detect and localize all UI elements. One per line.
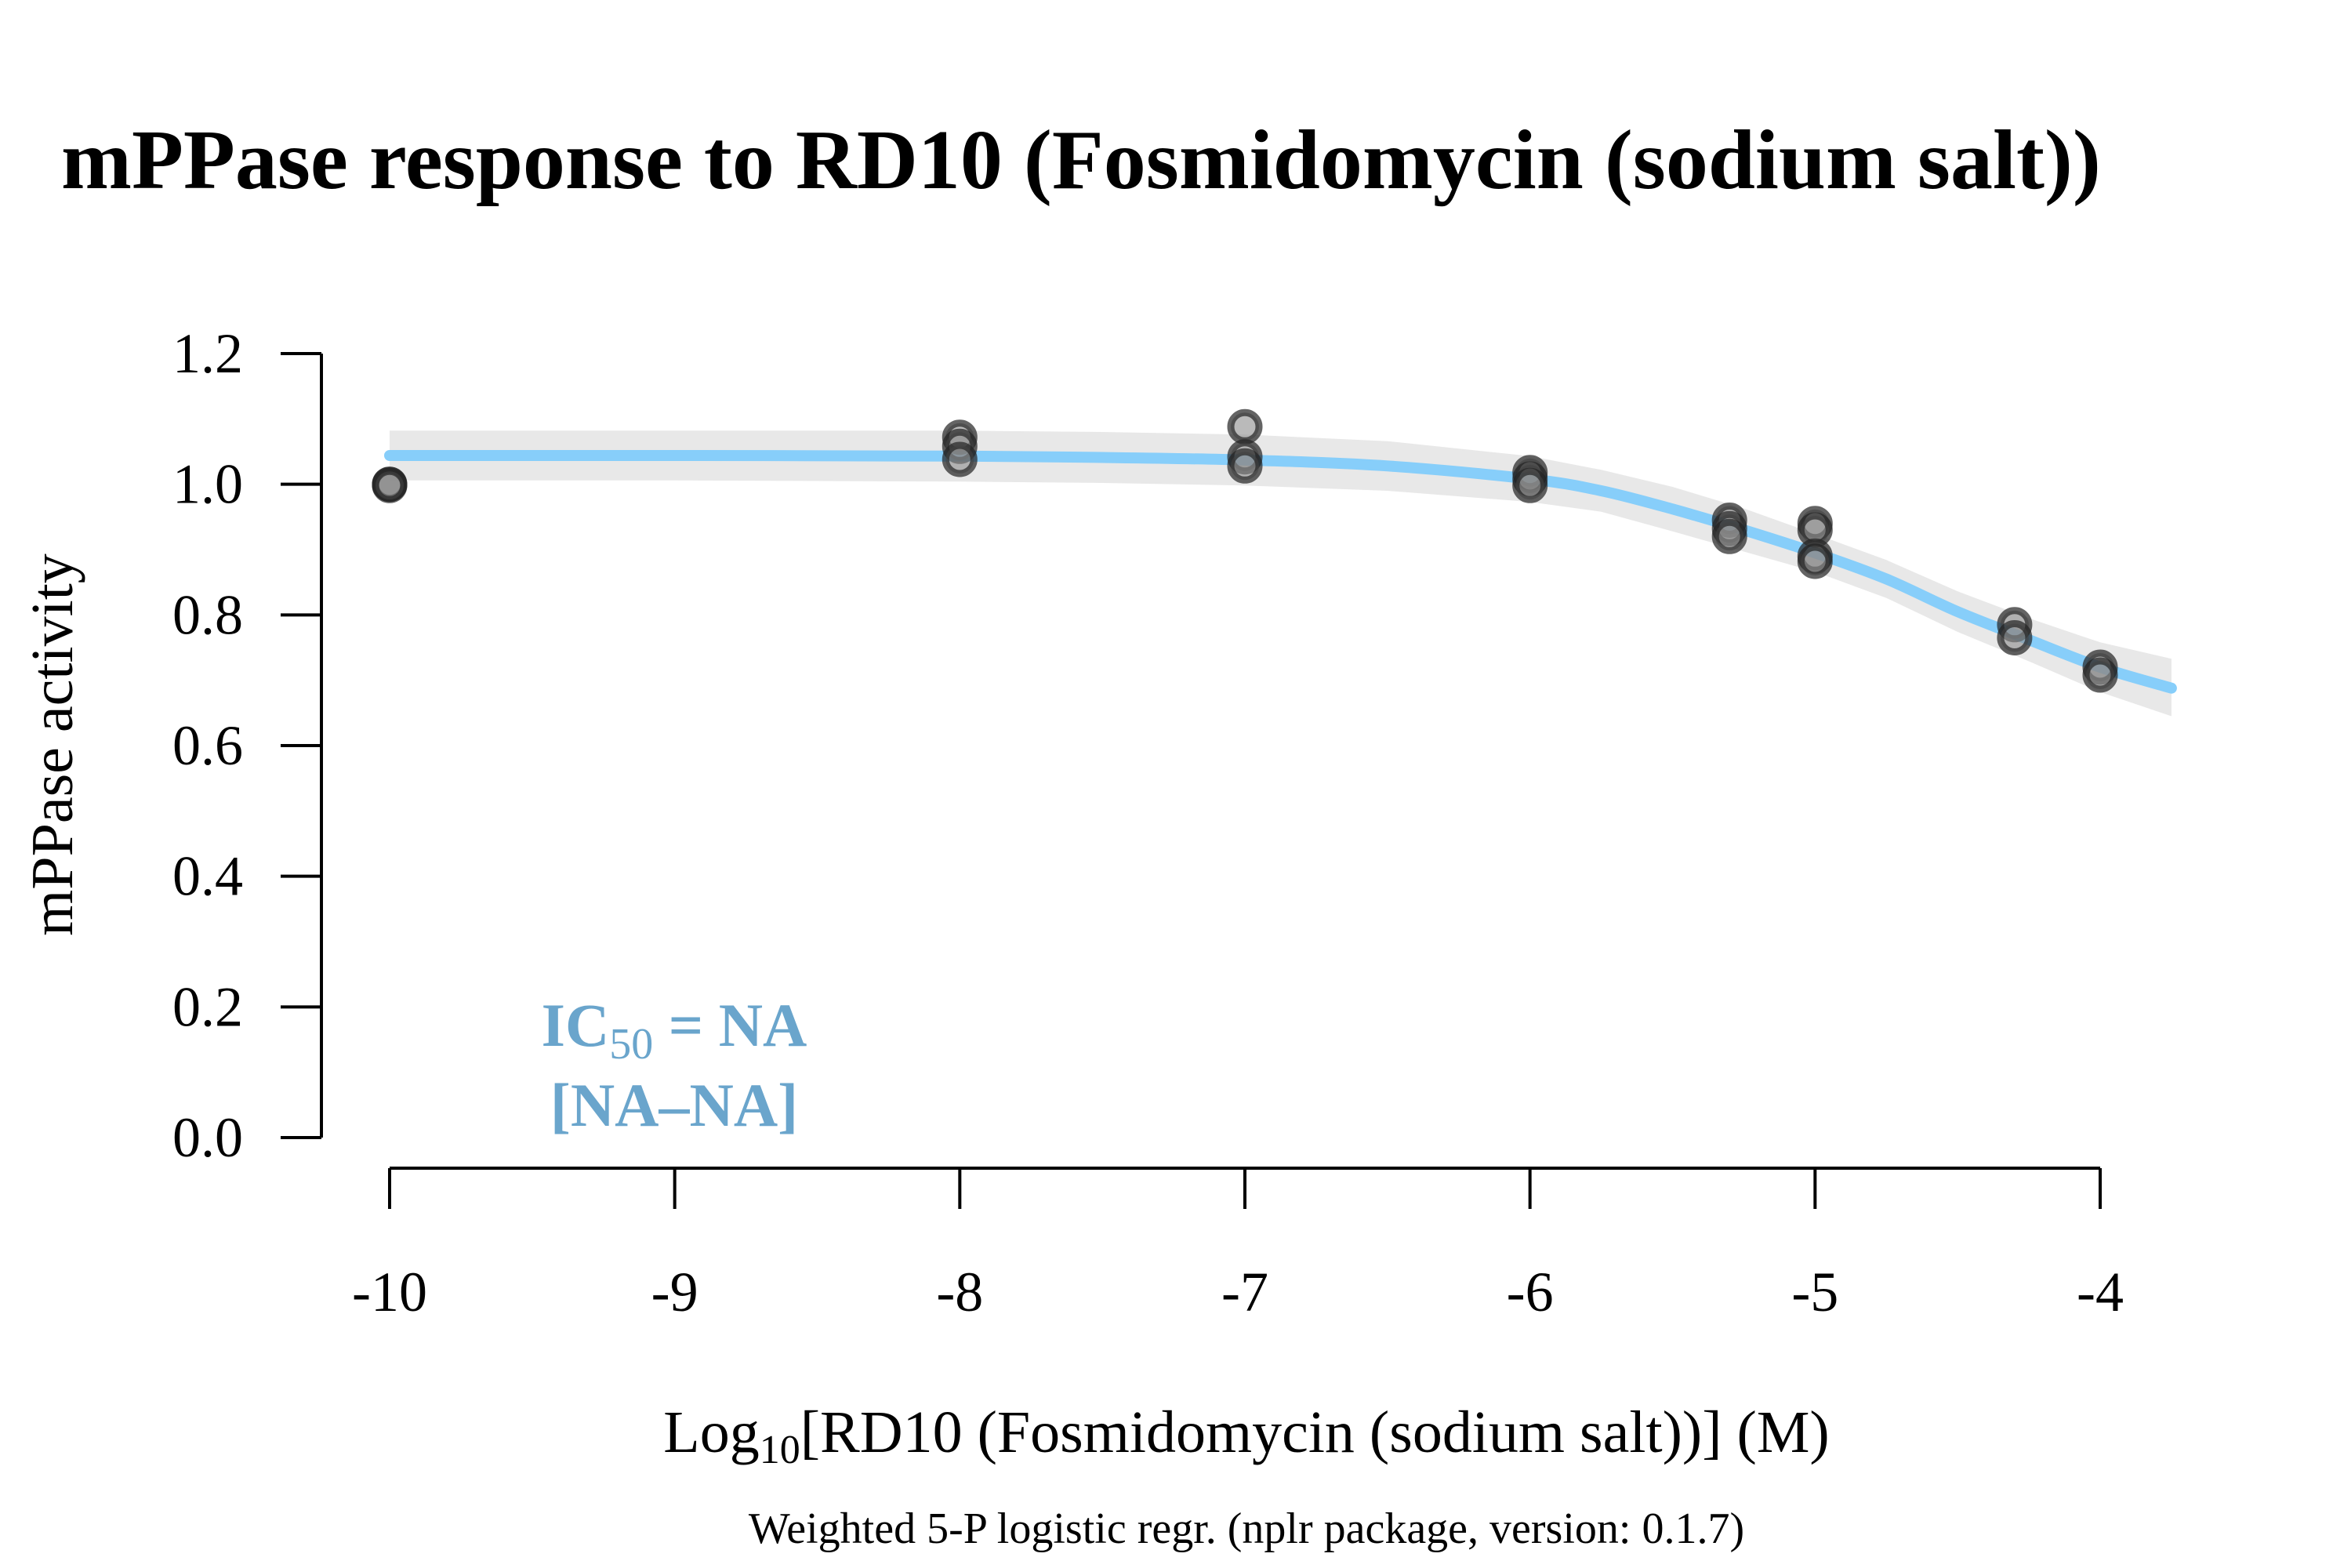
data-point xyxy=(942,441,978,477)
y-axis: 0.0 0.2 0.4 0.6 0.8 1.0 1.2 xyxy=(172,322,323,1169)
x-axis-label-prefix: Log xyxy=(663,1399,759,1465)
data-point xyxy=(1797,543,1833,579)
x-axis-label: Log10[RD10 (Fosmidomycin (sodium salt))]… xyxy=(663,1399,1829,1472)
ic50-line-1: IC50 = NA xyxy=(542,991,807,1069)
x-axis-label-suffix: [RD10 (Fosmidomycin (sodium salt))] (M) xyxy=(800,1399,1830,1465)
x-tick-label: -4 xyxy=(2077,1261,2124,1323)
y-tick-label: 0.8 xyxy=(172,583,243,646)
chart-title: mPPase response to RD10 (Fosmidomycin (s… xyxy=(61,114,2101,207)
x-tick-label: -8 xyxy=(936,1261,983,1323)
confidence-band xyxy=(390,430,2172,717)
ic50-value: = NA xyxy=(653,991,807,1059)
confidence-band-area xyxy=(390,430,2172,717)
y-tick-label: 1.0 xyxy=(172,453,243,516)
y-tick-label: 0.4 xyxy=(172,845,243,908)
footnote: Weighted 5-P logistic regr. (nplr packag… xyxy=(749,1504,1744,1553)
y-tick-label: 0.6 xyxy=(172,714,243,777)
y-tick-label: 0.2 xyxy=(172,975,243,1038)
x-tick-label: -7 xyxy=(1221,1261,1268,1323)
data-point xyxy=(372,467,408,503)
data-point xyxy=(1711,518,1747,554)
data-points xyxy=(372,408,2118,693)
ic50-interval: [NA–NA] xyxy=(550,1071,798,1139)
data-point xyxy=(1227,408,1263,445)
y-tick-label: 0.0 xyxy=(172,1106,243,1169)
x-axis: -10 -9 -8 -7 -6 -5 -4 xyxy=(352,1167,2124,1323)
data-point xyxy=(1227,448,1263,484)
x-tick-label: -6 xyxy=(1507,1261,1554,1323)
y-axis-label: mPPase activity xyxy=(20,554,85,936)
ic50-annotation: IC50 = NA [NA–NA] xyxy=(542,991,807,1139)
x-tick-label: -10 xyxy=(352,1261,427,1323)
y-tick-label: 1.2 xyxy=(172,322,243,385)
x-axis-label-subscript: 10 xyxy=(760,1428,800,1472)
x-tick-label: -5 xyxy=(1791,1261,1838,1323)
data-point xyxy=(2082,657,2118,693)
data-point xyxy=(1512,467,1548,503)
ic50-prefix: IC xyxy=(542,991,610,1059)
data-point xyxy=(1997,620,2033,655)
ic50-subscript: 50 xyxy=(609,1020,653,1069)
x-tick-label: -9 xyxy=(651,1261,698,1323)
